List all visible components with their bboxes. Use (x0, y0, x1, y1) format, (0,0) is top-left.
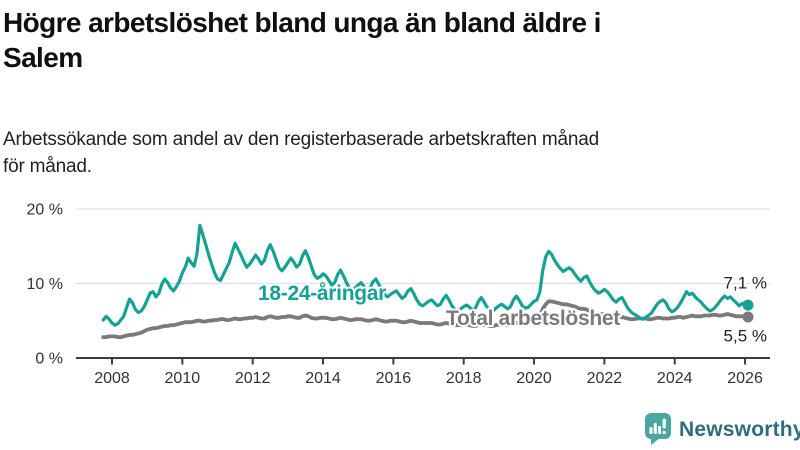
bar-1 (649, 427, 653, 434)
subtitle-line-1: Arbetssökande som andel av den registerb… (3, 129, 600, 150)
y-tick-label-0: 0 % (35, 351, 63, 368)
x-axis: 2008 2010 2012 2014 2016 2018 2020 2022 2024 2026 (94, 358, 763, 387)
series-line-total (101, 299, 750, 339)
exclamation-bar (662, 418, 666, 429)
series-lines (101, 223, 750, 339)
gridlines (76, 208, 770, 359)
unemployment-line-chart: 0 % 10 % 20 % 2008 2010 2012 2014 2016 2018 2020… (27, 201, 770, 387)
series-line-youth (101, 223, 750, 327)
bar-3 (658, 426, 662, 434)
y-tick-label-20: 20 % (27, 201, 63, 218)
end-dot-youth (742, 299, 754, 311)
end-value-label-youth: 7,1 % (724, 274, 767, 293)
x-tick-label-2020: 2020 (516, 370, 552, 387)
title-line-2: Salem (3, 42, 83, 73)
series-label-youth: 18-24-åringar (258, 282, 386, 305)
x-tick-label-2016: 2016 (376, 370, 412, 387)
x-tick-label-2010: 2010 (165, 370, 201, 387)
x-tick-label-2026: 2026 (727, 370, 763, 387)
chart-subtitle: Arbetssökande som andel av den registerb… (3, 126, 793, 180)
series-inline-labels: 18-24-åringar Total arbetslöshet (256, 280, 623, 332)
speech-bubble-body (645, 413, 671, 439)
end-dot-total (742, 311, 754, 323)
series-end-dots (742, 299, 754, 323)
page-title: Högre arbetslöshet bland unga än bland ä… (3, 5, 793, 75)
x-tick-label-2012: 2012 (235, 370, 271, 387)
title-line-1: Högre arbetslöshet bland unga än bland ä… (3, 7, 601, 38)
brand-wordmark: Newsworthy (679, 417, 800, 441)
series-label-total: Total arbetslöshet (446, 307, 620, 330)
x-tick-label-2014: 2014 (305, 370, 341, 387)
exclamation-dot (662, 431, 666, 435)
subtitle-line-2: för månad. (3, 156, 92, 177)
newsworthy-bubble-chart-icon (645, 413, 671, 445)
series-end-value-labels: 7,1 % 5,5 % (722, 272, 769, 348)
y-axis-labels: 0 % 10 % 20 % (27, 201, 63, 367)
x-tick-label-2008: 2008 (94, 370, 130, 387)
x-tick-label-2018: 2018 (446, 370, 482, 387)
x-tick-label-2024: 2024 (657, 370, 693, 387)
bar-2 (653, 423, 657, 434)
newsworthy-logo[interactable]: Newsworthy (644, 412, 800, 447)
x-tick-label-2022: 2022 (587, 370, 623, 387)
chart-area: 0 % 10 % 20 % 2008 2010 2012 2014 2016 2018 2020… (0, 195, 800, 405)
end-value-label-total: 5,5 % (724, 327, 767, 346)
y-tick-label-10: 10 % (27, 276, 63, 293)
